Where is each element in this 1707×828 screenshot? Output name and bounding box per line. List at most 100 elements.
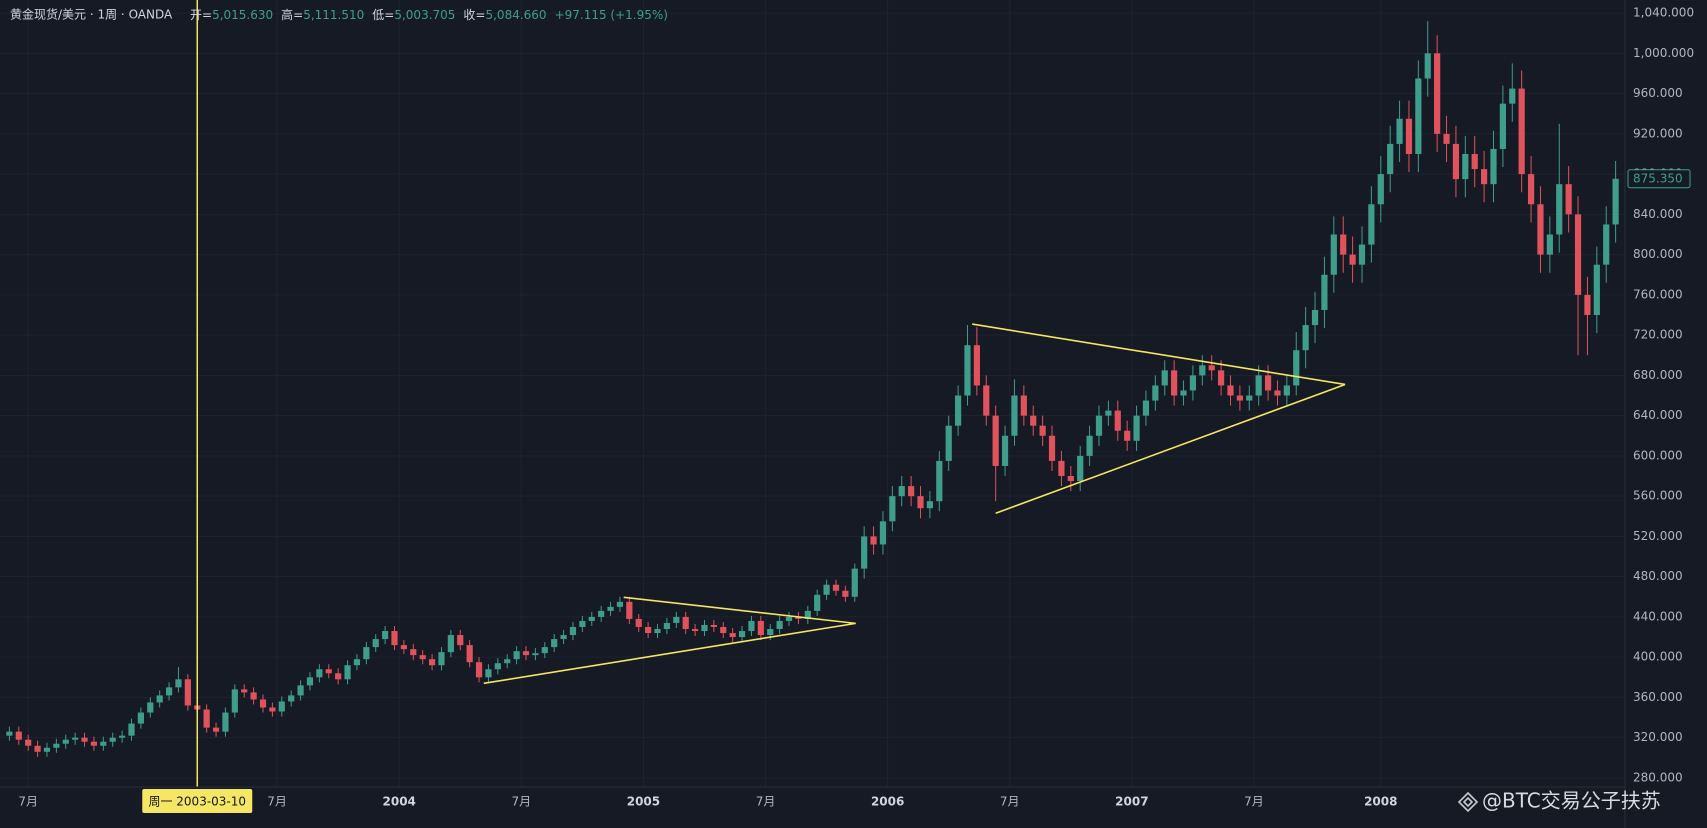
trendline — [972, 323, 1346, 386]
candle-body — [1537, 204, 1544, 255]
y-tick-label: 360.000 — [1633, 690, 1683, 704]
candle-body — [710, 624, 717, 627]
candle-body — [513, 651, 520, 660]
field-label: 低= — [372, 8, 394, 22]
crosshair-label-bg — [142, 789, 253, 813]
candle-body — [654, 628, 661, 634]
candle-body — [1058, 460, 1065, 477]
y-tick-label: 840.000 — [1633, 207, 1683, 221]
x-tick-label: 7月 — [267, 795, 287, 809]
candle-body — [1368, 204, 1375, 245]
candle-body — [1311, 309, 1319, 326]
candle-body — [306, 677, 314, 686]
y-tick-label: 600.000 — [1633, 448, 1683, 462]
field-value: 5,015.630 — [212, 8, 273, 22]
y-tick-label: 400.000 — [1633, 650, 1683, 664]
x-tick-label: 2008 — [1364, 795, 1397, 809]
change: +97.115 (+1.95%) — [555, 8, 668, 22]
candle-body — [936, 460, 943, 502]
candle-body — [1349, 254, 1356, 265]
candle-body — [410, 649, 417, 656]
candle-body — [541, 647, 548, 654]
candle-body — [1424, 53, 1431, 79]
candle-body — [90, 741, 98, 746]
candle-body — [560, 635, 567, 640]
candle-body — [645, 626, 652, 634]
candle-body — [457, 635, 464, 646]
candle-body — [1264, 375, 1272, 391]
candle-body — [1293, 350, 1300, 386]
candle-body — [25, 739, 32, 746]
candle-body — [804, 610, 811, 619]
trendline — [483, 622, 856, 685]
x-tick-label: 7月 — [511, 795, 531, 809]
trendline — [995, 383, 1346, 515]
candle-body — [569, 626, 577, 636]
candle-body — [1490, 148, 1497, 185]
trendline — [623, 596, 856, 625]
y-tick-label: 920.000 — [1633, 126, 1683, 140]
candle-body — [316, 669, 323, 678]
y-tick-label: 280.000 — [1633, 770, 1683, 784]
candle-body — [1358, 244, 1366, 265]
candle-body — [579, 620, 586, 627]
candle-body — [1603, 224, 1610, 265]
x-tick-label: 2007 — [1115, 795, 1148, 809]
candle-body — [344, 665, 351, 680]
candle-body — [447, 635, 454, 653]
candle-body — [1574, 214, 1582, 295]
candle-body — [814, 594, 821, 611]
candle-body — [222, 712, 229, 732]
candle-body — [785, 616, 793, 621]
candle-body — [62, 739, 69, 744]
candle-body — [1462, 153, 1469, 180]
candle-body — [1340, 234, 1347, 255]
last-price-label: 875.350 — [1633, 171, 1683, 185]
candle-body — [1236, 395, 1243, 401]
candle-body — [795, 616, 802, 619]
candle-body — [1546, 234, 1553, 255]
candle-body — [325, 669, 332, 674]
watermark-text: @BTC交易公子扶苏 — [1482, 789, 1661, 813]
candle-body — [1067, 476, 1074, 482]
candle-body — [1142, 400, 1150, 416]
candle-body — [212, 727, 220, 732]
candle-body — [1593, 264, 1600, 316]
candle-body — [691, 628, 699, 632]
y-tick-label: 480.000 — [1633, 569, 1683, 583]
candle-body — [1048, 435, 1056, 461]
candle-body — [250, 692, 257, 700]
y-tick-label: 440.000 — [1633, 609, 1683, 623]
candle-body — [15, 731, 22, 740]
candle-body — [983, 385, 990, 416]
header-line: 开=5,015.630 高=5,111.510 低=5,003.705 收=5,084… — [190, 7, 668, 22]
candle-body — [1584, 294, 1591, 316]
candle-body — [954, 395, 962, 426]
candle-body — [1330, 234, 1337, 275]
candle-body — [1095, 415, 1103, 436]
candle-body — [1161, 370, 1168, 386]
candle-body — [1077, 455, 1084, 482]
candle-body — [278, 701, 285, 712]
candle-body — [823, 584, 830, 595]
candle-body — [466, 645, 473, 663]
symbol: 黄金现货/美元 · 1周 · OANDA — [10, 7, 173, 22]
y-tick-label: 560.000 — [1633, 489, 1683, 503]
candle-body — [363, 647, 370, 660]
candle-body — [607, 606, 614, 611]
candle-body — [53, 743, 60, 748]
candle-body — [259, 699, 267, 708]
candle-body — [43, 747, 51, 752]
candle-body — [1011, 395, 1018, 436]
y-tick-label: 960.000 — [1633, 86, 1683, 100]
candle-body — [682, 616, 689, 629]
y-tick-label: 800.000 — [1633, 247, 1683, 261]
candle-body — [1612, 178, 1619, 225]
candle-body — [1180, 390, 1187, 396]
candle-body — [241, 689, 248, 693]
candle-body — [1443, 133, 1450, 144]
candle-body — [1499, 103, 1506, 149]
